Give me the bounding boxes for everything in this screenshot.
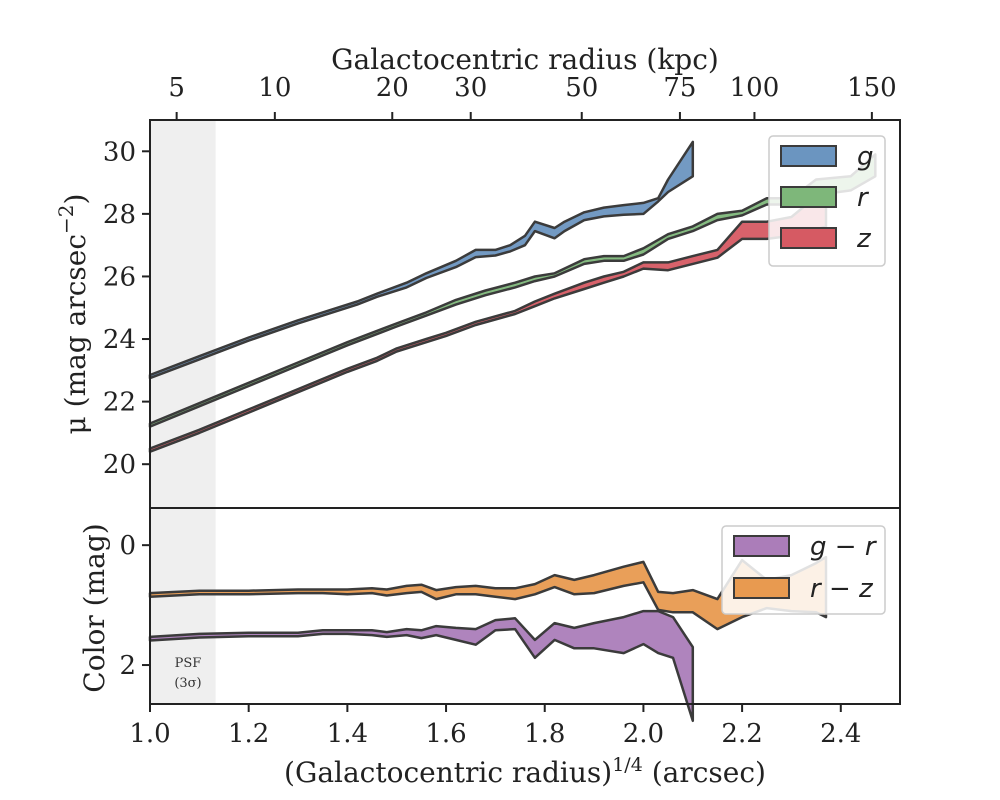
y-tick-label: 2 bbox=[119, 651, 136, 681]
upper-y-ticks: 20 22 24 26 28 30 bbox=[103, 137, 150, 480]
top-tick-label: 30 bbox=[454, 73, 487, 103]
top-axis-ticks: 5 10 20 30 50 75 100 150 bbox=[168, 73, 897, 120]
x-tick-label: 2.2 bbox=[721, 719, 762, 749]
legend-swatch bbox=[780, 145, 837, 167]
legend-swatch bbox=[733, 577, 790, 599]
y-tick-label: 30 bbox=[103, 137, 136, 167]
top-tick-label: 10 bbox=[258, 73, 291, 103]
band-0-1 bbox=[148, 153, 877, 428]
x-tick-label: 1.2 bbox=[228, 719, 269, 749]
top-tick-label: 5 bbox=[168, 73, 185, 103]
x-tick-label: 1.0 bbox=[129, 719, 170, 749]
top-tick-label: 75 bbox=[663, 73, 696, 103]
lower-y-axis-title: Color (mag) bbox=[78, 523, 111, 692]
x-tick-label: 2.0 bbox=[623, 719, 664, 749]
y-tick-label: 20 bbox=[103, 450, 136, 480]
color-panel: PSF (3σ) 02 Color (mag) g − rr − z bbox=[78, 507, 901, 723]
x-tick-label: 1.4 bbox=[327, 719, 368, 749]
lower-legend: g − r r − z bbox=[721, 525, 886, 615]
top-tick-label: 100 bbox=[730, 73, 780, 103]
psf-shade-lower bbox=[150, 508, 216, 704]
legend-label: g bbox=[857, 142, 874, 172]
band-0-2 bbox=[148, 195, 828, 453]
y-tick-label: 26 bbox=[103, 262, 136, 292]
top-tick-label: 20 bbox=[376, 73, 409, 103]
x-tick-label: 1.8 bbox=[524, 719, 565, 749]
legend-swatch bbox=[733, 535, 790, 557]
bottom-axis-ticks: 1.0 1.2 1.4 1.6 1.8 2.0 2.2 2.4 bbox=[129, 704, 861, 749]
legend-swatch bbox=[780, 186, 837, 208]
surface-brightness-panel: 20 22 24 26 28 30 μ (mag arcsec−2) grz bbox=[54, 119, 901, 509]
band-1-0 bbox=[148, 609, 695, 723]
legend-swatch bbox=[780, 227, 837, 249]
y-tick-label: 22 bbox=[103, 388, 136, 418]
y-tick-label: 24 bbox=[103, 325, 136, 355]
y-tick-label: 28 bbox=[103, 200, 136, 230]
upper-y-axis-title: μ (mag arcsec−2) bbox=[54, 194, 92, 435]
legend-label: z bbox=[856, 224, 872, 254]
x-tick-label: 2.4 bbox=[820, 719, 861, 749]
lower-y-ticks: 02 bbox=[119, 531, 150, 681]
lower-panel-frame bbox=[149, 507, 901, 705]
psf-label-sigma: (3σ) bbox=[174, 676, 201, 691]
top-tick-label: 150 bbox=[847, 73, 897, 103]
top-axis-title: Galactocentric radius (kpc) bbox=[331, 43, 719, 76]
top-tick-label: 50 bbox=[565, 73, 598, 103]
surface-brightness-bands bbox=[148, 140, 877, 453]
psf-shade-upper bbox=[150, 120, 216, 508]
legend-label: r bbox=[857, 183, 870, 213]
bottom-axis-title: (Galactocentric radius)1/4 (arcsec) bbox=[284, 754, 766, 789]
legend-label: r − z bbox=[810, 574, 874, 604]
legend-label: g − r bbox=[810, 532, 878, 562]
x-tick-label: 1.6 bbox=[425, 719, 466, 749]
y-tick-label: 0 bbox=[119, 531, 136, 561]
psf-label: PSF bbox=[175, 656, 202, 671]
upper-legend: grz bbox=[768, 135, 886, 267]
band-0-0 bbox=[148, 140, 695, 380]
